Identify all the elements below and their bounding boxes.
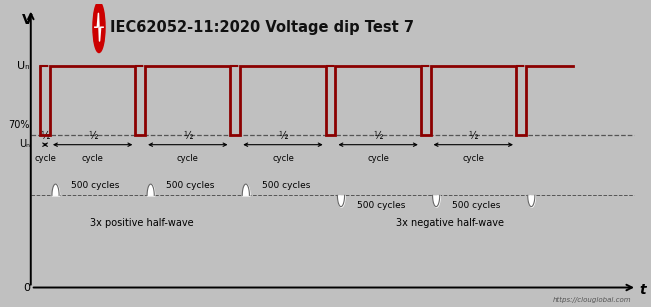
- Text: cycle: cycle: [82, 154, 104, 163]
- Text: cycle: cycle: [177, 154, 199, 163]
- Text: ½: ½: [88, 131, 98, 141]
- Text: 500 cycles: 500 cycles: [452, 201, 500, 210]
- Text: ½: ½: [40, 131, 50, 141]
- Text: cycle: cycle: [34, 154, 56, 163]
- Text: V: V: [22, 14, 33, 27]
- Text: ½: ½: [469, 131, 478, 141]
- Text: 3x negative half-wave: 3x negative half-wave: [396, 218, 504, 228]
- Text: 500 cycles: 500 cycles: [71, 181, 120, 190]
- Text: 0: 0: [23, 282, 30, 293]
- Circle shape: [93, 2, 105, 52]
- Text: cycle: cycle: [272, 154, 294, 163]
- Text: Uₙ: Uₙ: [19, 139, 30, 149]
- Text: ½: ½: [183, 131, 193, 141]
- Text: 3x positive half-wave: 3x positive half-wave: [90, 218, 194, 228]
- Text: cycle: cycle: [367, 154, 389, 163]
- Text: IEC62052-11:2020 Voltage dip Test 7: IEC62052-11:2020 Voltage dip Test 7: [110, 20, 414, 35]
- Text: t: t: [640, 283, 646, 297]
- Text: 500 cycles: 500 cycles: [357, 201, 405, 210]
- Text: cycle: cycle: [462, 154, 484, 163]
- Text: 70%: 70%: [8, 120, 30, 130]
- Text: 500 cycles: 500 cycles: [262, 181, 310, 190]
- Text: https://clouglobal.com: https://clouglobal.com: [553, 297, 631, 303]
- Text: ½: ½: [374, 131, 383, 141]
- Text: Uₙ: Uₙ: [17, 61, 30, 71]
- Text: 500 cycles: 500 cycles: [167, 181, 215, 190]
- Text: ½: ½: [278, 131, 288, 141]
